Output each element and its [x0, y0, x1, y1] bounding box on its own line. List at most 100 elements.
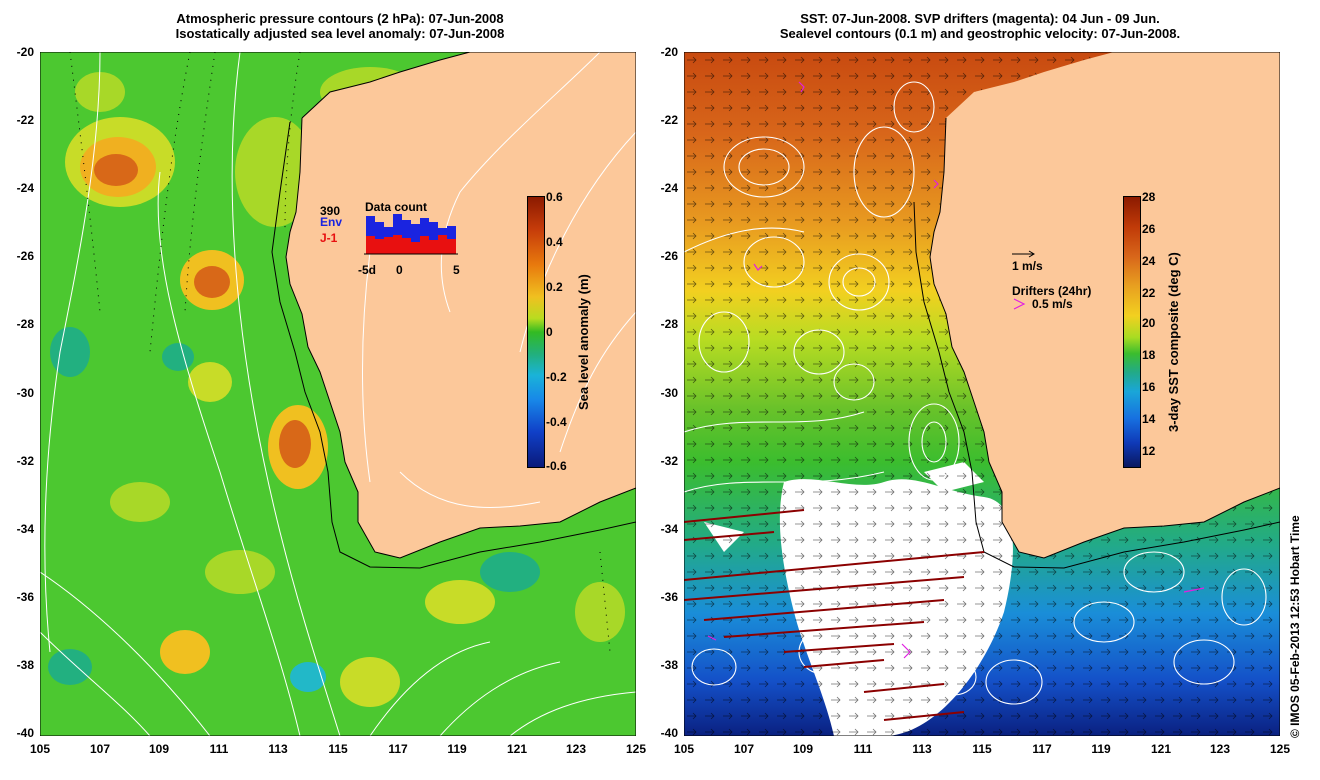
left-lat-label: -36 [16, 590, 34, 604]
left-map-title: Atmospheric pressure contours (2 hPa): 0… [60, 11, 620, 41]
left-lon-label: 111 [209, 742, 229, 756]
sst-cbar-tick: 22 [1142, 286, 1156, 300]
sla-map-graphic [40, 52, 636, 736]
right-lon-label: 121 [1150, 742, 1172, 756]
left-lon-label: 117 [388, 742, 408, 756]
sst-map [684, 52, 1280, 736]
left-lon-label: 123 [565, 742, 587, 756]
sla-cbar-tick: 0.6 [546, 190, 563, 204]
sla-cbar-tick: 0 [546, 325, 553, 339]
right-lon-label: 125 [1269, 742, 1291, 756]
right-lon-label: 107 [733, 742, 755, 756]
australia-land [286, 52, 636, 558]
sst-cbar-tick: 28 [1142, 190, 1156, 204]
left-lat-label: -40 [16, 726, 34, 740]
right-lat-label: -22 [660, 113, 678, 127]
right-lat-label: -34 [660, 522, 678, 536]
right-lat-label: -36 [660, 590, 678, 604]
sea-level-anomaly-map [40, 52, 636, 736]
left-lat-label: -24 [16, 181, 34, 195]
left-title-line1: Atmospheric pressure contours (2 hPa): 0… [176, 11, 504, 26]
right-lat-label: -38 [660, 658, 678, 672]
sst-map-graphic [684, 52, 1280, 736]
data-count-axis-mid: 0 [396, 263, 403, 277]
drifters-legend-label: Drifters (24hr) [1012, 284, 1092, 298]
coastline-sst [929, 117, 1280, 559]
shelf-isobath [271, 121, 636, 569]
right-lon-label: 113 [912, 742, 932, 756]
velocity-legend-label: 1 m/s [1012, 259, 1043, 273]
left-lon-label: 125 [625, 742, 647, 756]
data-count-axis-right: 5 [453, 263, 460, 277]
env-label: Env [320, 215, 343, 229]
velocity-legend-arrow [1012, 250, 1035, 258]
right-lat-label: -28 [660, 317, 678, 331]
j1-label: J-1 [320, 231, 338, 245]
right-title-line2: Sealevel contours (0.1 m) and geostrophi… [779, 26, 1181, 41]
right-lon-label: 105 [673, 742, 695, 756]
left-title-line2: Isostatically adjusted sea level anomaly… [175, 26, 505, 41]
sla-cbar-tick: 0.2 [546, 280, 563, 294]
sla-colorbar [527, 196, 545, 468]
left-lon-label: 113 [268, 742, 288, 756]
sla-patches [48, 67, 625, 707]
sla-cbar-tick: 0.4 [546, 235, 563, 249]
left-lon-label: 119 [447, 742, 467, 756]
right-lon-label: 115 [972, 742, 992, 756]
left-lat-label: -32 [16, 454, 34, 468]
right-lat-label: -24 [660, 181, 678, 195]
sst-cbar-tick: 16 [1142, 380, 1156, 394]
left-lon-label: 115 [328, 742, 348, 756]
left-lon-label: 107 [89, 742, 111, 756]
drifter-tracks [707, 81, 1205, 659]
right-lat-label: -26 [660, 249, 678, 263]
shelf-isobath-sst [913, 201, 1280, 569]
data-count-max: 390 [320, 204, 341, 218]
sea-level-contours [684, 81, 1267, 705]
left-lat-label: -30 [16, 386, 34, 400]
sst-cbar-tick: 14 [1142, 412, 1156, 426]
right-lon-label: 123 [1209, 742, 1231, 756]
left-lon-label: 121 [506, 742, 528, 756]
dotted-contours [69, 52, 611, 653]
left-lat-label: -34 [16, 522, 34, 536]
left-lat-label: -20 [16, 45, 34, 59]
sst-cbar-tick: 24 [1142, 254, 1156, 268]
sst-colorbar [1123, 196, 1141, 468]
left-lon-label: 109 [148, 742, 170, 756]
sla-cbar-tick: -0.2 [546, 370, 567, 384]
data-count-inset [364, 214, 458, 255]
coastline [285, 52, 636, 559]
sla-cbar-tick: -0.4 [546, 415, 567, 429]
sla-colorbar-title: Sea level anomaly (m) [576, 274, 591, 410]
left-lat-label: -26 [16, 249, 34, 263]
left-lon-label: 105 [29, 742, 51, 756]
australia-land-sst [930, 52, 1280, 558]
right-lat-label: -40 [660, 726, 678, 740]
data-count-title: Data count [365, 200, 428, 214]
right-lat-label: -30 [660, 386, 678, 400]
sla-cbar-tick: -0.6 [546, 459, 567, 473]
drifter-speed-label: 0.5 m/s [1032, 297, 1073, 311]
left-lat-label: -28 [16, 317, 34, 331]
right-lon-label: 111 [853, 742, 873, 756]
data-count-axis-left: -5d [358, 263, 376, 277]
right-lon-label: 109 [792, 742, 814, 756]
imos-credit: © IMOS 05-Feb-2013 12:53 Hobart Time [1288, 515, 1302, 738]
red-swath-streaks [684, 509, 985, 721]
left-lat-label: -38 [16, 658, 34, 672]
right-title-line1: SST: 07-Jun-2008. SVP drifters (magenta)… [800, 11, 1160, 26]
sst-cbar-tick: 26 [1142, 222, 1156, 236]
sst-cbar-tick: 18 [1142, 348, 1156, 362]
drifter-legend-arrow [1013, 298, 1026, 310]
sst-cbar-tick: 20 [1142, 316, 1156, 330]
left-lat-label: -22 [16, 113, 34, 127]
right-map-title: SST: 07-Jun-2008. SVP drifters (magenta)… [690, 11, 1270, 41]
sst-colorbar-title: 3-day SST composite (deg C) [1166, 252, 1181, 432]
sst-cbar-tick: 12 [1142, 444, 1156, 458]
pressure-contours [40, 52, 636, 736]
right-lon-label: 117 [1032, 742, 1052, 756]
right-lat-label: -32 [660, 454, 678, 468]
right-lat-label: -20 [660, 45, 678, 59]
right-lon-label: 119 [1091, 742, 1111, 756]
